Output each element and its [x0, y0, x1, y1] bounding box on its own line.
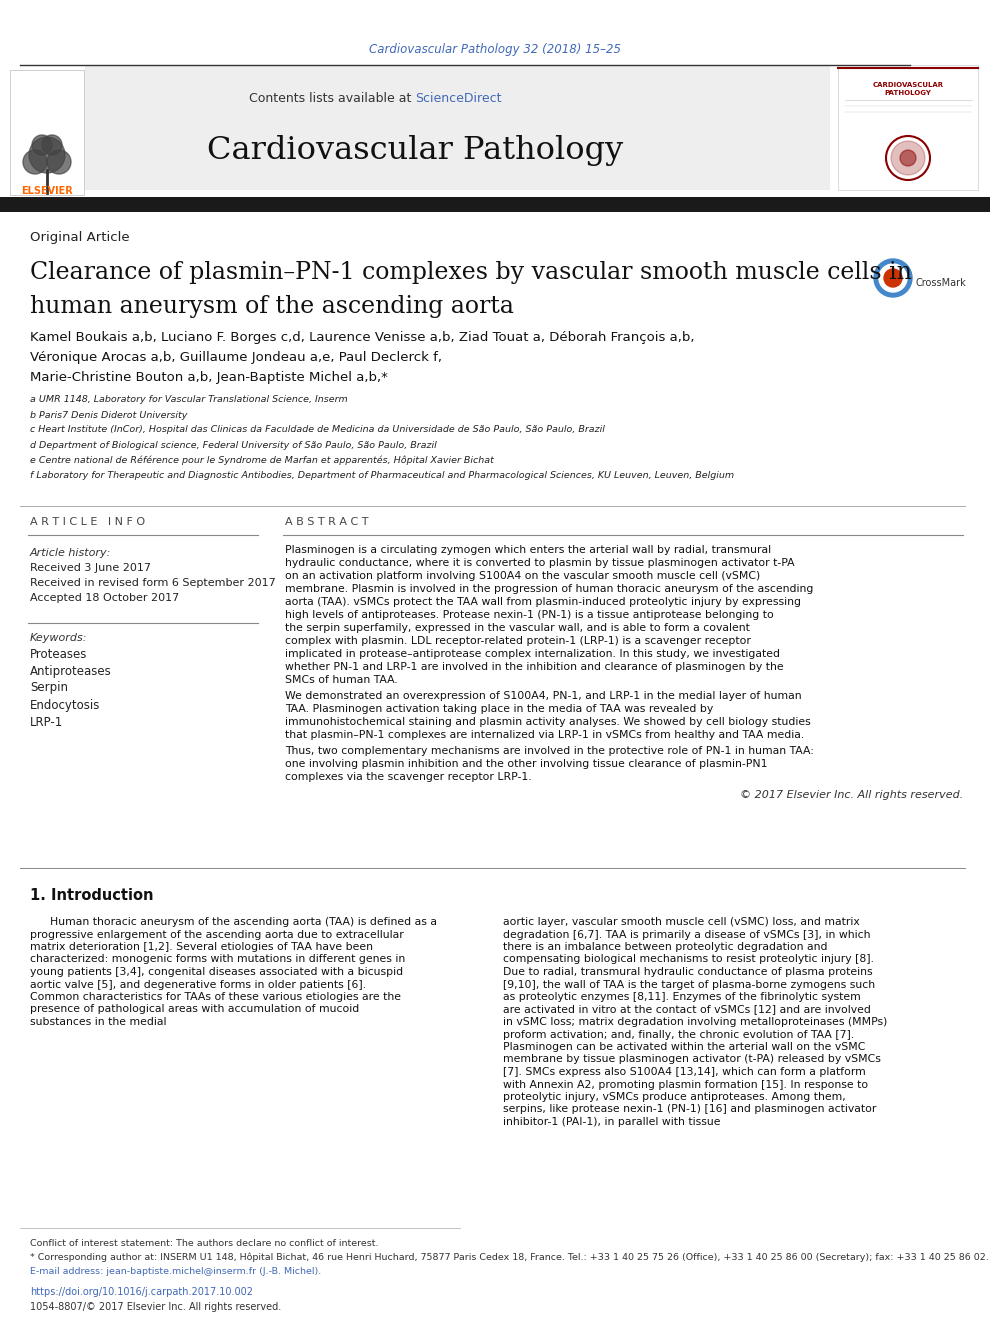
Text: proteolytic injury, vSMCs produce antiproteases. Among them,: proteolytic injury, vSMCs produce antipr… [503, 1092, 845, 1102]
Text: Endocytosis: Endocytosis [30, 698, 100, 711]
Circle shape [42, 135, 62, 154]
Text: Plasminogen can be activated within the arterial wall on the vSMC: Plasminogen can be activated within the … [503, 1041, 865, 1052]
Text: f Laboratory for Therapeutic and Diagnostic Antibodies, Department of Pharmaceut: f Laboratory for Therapeutic and Diagnos… [30, 470, 735, 479]
Circle shape [29, 137, 65, 173]
Bar [10, 70, 84, 195]
Text: Keywords:: Keywords: [30, 634, 87, 643]
Text: [9,10], the wall of TAA is the target of plasma-borne zymogens such: [9,10], the wall of TAA is the target of… [503, 979, 875, 990]
Text: on an activation platform involving S100A4 on the vascular smooth muscle cell (v: on an activation platform involving S100… [285, 572, 760, 581]
Text: a UMR 1148, Laboratory for Vascular Translational Science, Inserm: a UMR 1148, Laboratory for Vascular Tran… [30, 396, 347, 404]
Text: PATHOLOGY: PATHOLOGY [884, 90, 932, 96]
Text: proform activation; and, finally, the chronic evolution of TAA [7].: proform activation; and, finally, the ch… [503, 1030, 854, 1040]
Text: https://doi.org/10.1016/j.carpath.2017.10.002: https://doi.org/10.1016/j.carpath.2017.1… [30, 1287, 253, 1298]
Text: high levels of antiproteases. Protease nexin-1 (PN-1) is a tissue antiprotease b: high levels of antiproteases. Protease n… [285, 610, 774, 620]
Text: membrane. Plasmin is involved in the progression of human thoracic aneurysm of t: membrane. Plasmin is involved in the pro… [285, 583, 814, 594]
Text: one involving plasmin inhibition and the other involving tissue clearance of pla: one involving plasmin inhibition and the… [285, 759, 767, 770]
Text: b Paris7 Denis Diderot University: b Paris7 Denis Diderot University [30, 411, 187, 420]
Text: 1054-8807/© 2017 Elsevier Inc. All rights reserved.: 1054-8807/© 2017 Elsevier Inc. All right… [30, 1302, 281, 1312]
Text: Human thoracic aneurysm of the ascending aorta (TAA) is defined as a: Human thoracic aneurysm of the ascending… [50, 917, 437, 927]
Text: Proteases: Proteases [30, 648, 87, 660]
Text: hydraulic conductance, where it is converted to plasmin by tissue plasminogen ac: hydraulic conductance, where it is conve… [285, 558, 795, 568]
Text: ScienceDirect: ScienceDirect [415, 91, 502, 104]
Text: matrix deterioration [1,2]. Several etiologies of TAA have been: matrix deterioration [1,2]. Several etio… [30, 942, 373, 952]
Text: as proteolytic enzymes [8,11]. Enzymes of the fibrinolytic system: as proteolytic enzymes [8,11]. Enzymes o… [503, 993, 860, 1002]
Text: Accepted 18 October 2017: Accepted 18 October 2017 [30, 593, 179, 603]
Text: © 2017 Elsevier Inc. All rights reserved.: © 2017 Elsevier Inc. All rights reserved… [740, 789, 963, 800]
Text: A B S T R A C T: A B S T R A C T [285, 517, 368, 527]
Text: Cardiovascular Pathology 32 (2018) 15–25: Cardiovascular Pathology 32 (2018) 15–25 [369, 44, 621, 57]
Text: inhibitor-1 (PAI-1), in parallel with tissue: inhibitor-1 (PAI-1), in parallel with ti… [503, 1117, 721, 1127]
Text: Véronique Arocas a,b, Guillaume Jondeau a,e, Paul Declerck f,: Véronique Arocas a,b, Guillaume Jondeau … [30, 351, 442, 363]
Text: TAA. Plasminogen activation taking place in the media of TAA was revealed by: TAA. Plasminogen activation taking place… [285, 704, 713, 714]
Text: Thus, two complementary mechanisms are involved in the protective role of PN-1 i: Thus, two complementary mechanisms are i… [285, 746, 814, 756]
Text: Article history:: Article history: [30, 548, 111, 558]
Text: e Centre national de Référence pour le Syndrome de Marfan et apparentés, Hôpital: e Centre national de Référence pour le S… [30, 455, 494, 465]
Text: immunohistochemical staining and plasmin activity analyses. We showed by cell bi: immunohistochemical staining and plasmin… [285, 717, 811, 727]
Text: are activated in vitro at the contact of vSMCs [12] and are involved: are activated in vitro at the contact of… [503, 1005, 871, 1015]
Circle shape [23, 150, 47, 174]
Text: Conflict of interest statement: The authors declare no conflict of interest.: Conflict of interest statement: The auth… [30, 1238, 378, 1247]
Text: there is an imbalance between proteolytic degradation and: there is an imbalance between proteolyti… [503, 942, 828, 952]
Text: E-mail address: jean-baptiste.michel@inserm.fr (J.-B. Michel).: E-mail address: jean-baptiste.michel@ins… [30, 1267, 321, 1276]
Text: the serpin superfamily, expressed in the vascular wall, and is able to form a co: the serpin superfamily, expressed in the… [285, 623, 749, 634]
Text: Kamel Boukais a,b, Luciano F. Borges c,d, Laurence Venisse a,b, Ziad Touat a, Dé: Kamel Boukais a,b, Luciano F. Borges c,d… [30, 330, 695, 343]
Text: characterized: monogenic forms with mutations in different genes in: characterized: monogenic forms with muta… [30, 954, 405, 965]
Text: d Department of Biological science, Federal University of São Paulo, São Paulo, : d Department of Biological science, Fede… [30, 441, 437, 450]
Text: degradation [6,7]. TAA is primarily a disease of vSMCs [3], in which: degradation [6,7]. TAA is primarily a di… [503, 929, 870, 940]
Circle shape [32, 135, 52, 154]
Text: aortic valve [5], and degenerative forms in older patients [6].: aortic valve [5], and degenerative forms… [30, 979, 366, 990]
Text: Clearance of plasmin–PN-1 complexes by vascular smooth muscle cells in: Clearance of plasmin–PN-1 complexes by v… [30, 260, 912, 284]
Circle shape [879, 264, 907, 292]
Text: implicated in protease–antiprotease complex internalization. In this study, we i: implicated in protease–antiprotease comp… [285, 649, 780, 659]
Text: Serpin: Serpin [30, 681, 68, 694]
Text: Plasminogen is a circulating zymogen which enters the arterial wall by radial, t: Plasminogen is a circulating zymogen whi… [285, 545, 771, 554]
Bar [85, 65, 830, 190]
Text: SMCs of human TAA.: SMCs of human TAA. [285, 675, 398, 685]
Text: with Annexin A2, promoting plasmin formation [15]. In response to: with Annexin A2, promoting plasmin forma… [503, 1080, 868, 1089]
Circle shape [874, 259, 912, 297]
Text: aorta (TAA). vSMCs protect the TAA wall from plasmin-induced proteolytic injury : aorta (TAA). vSMCs protect the TAA wall … [285, 597, 801, 607]
Text: Original Article: Original Article [30, 231, 130, 243]
Text: 1. Introduction: 1. Introduction [30, 887, 153, 903]
Text: Common characteristics for TAAs of these various etiologies are the: Common characteristics for TAAs of these… [30, 993, 401, 1002]
Text: whether PN-1 and LRP-1 are involved in the inhibition and clearance of plasminog: whether PN-1 and LRP-1 are involved in t… [285, 663, 784, 672]
Text: Received in revised form 6 September 2017: Received in revised form 6 September 201… [30, 578, 276, 587]
Text: LRP-1: LRP-1 [30, 715, 63, 729]
Circle shape [884, 269, 902, 286]
Text: Due to radial, transmural hydraulic conductance of plasma proteins: Due to radial, transmural hydraulic cond… [503, 968, 872, 977]
Bar [0, 197, 990, 213]
Text: human aneurysm of the ascending aorta: human aneurysm of the ascending aorta [30, 296, 514, 318]
Text: in vSMC loss; matrix degradation involving metalloproteinases (MMPs): in vSMC loss; matrix degradation involvi… [503, 1016, 887, 1027]
Text: c Heart Institute (InCor), Hospital das Clinicas da Faculdade de Medicina da Uni: c Heart Institute (InCor), Hospital das … [30, 425, 605, 434]
Text: complexes via the scavenger receptor LRP-1.: complexes via the scavenger receptor LRP… [285, 772, 532, 781]
Text: substances in the medial: substances in the medial [30, 1016, 166, 1027]
Text: Cardiovascular Pathology: Cardiovascular Pathology [207, 135, 623, 165]
Text: ELSEVIER: ELSEVIER [21, 186, 73, 195]
Text: A R T I C L E   I N F O: A R T I C L E I N F O [30, 517, 146, 527]
Text: membrane by tissue plasminogen activator (t-PA) released by vSMCs: membrane by tissue plasminogen activator… [503, 1055, 881, 1064]
Text: Contents lists available at: Contents lists available at [248, 91, 415, 104]
Text: CrossMark: CrossMark [916, 279, 967, 288]
Text: presence of pathological areas with accumulation of mucoid: presence of pathological areas with accu… [30, 1005, 359, 1015]
Circle shape [47, 150, 71, 174]
Text: Antiproteases: Antiproteases [30, 664, 112, 677]
Text: complex with plasmin. LDL receptor-related protein-1 (LRP-1) is a scavenger rece: complex with plasmin. LDL receptor-relat… [285, 636, 750, 645]
Text: aortic layer, vascular smooth muscle cell (vSMC) loss, and matrix: aortic layer, vascular smooth muscle cel… [503, 917, 859, 927]
Text: young patients [3,4], congenital diseases associated with a bicuspid: young patients [3,4], congenital disease… [30, 968, 403, 977]
Text: progressive enlargement of the ascending aorta due to extracellular: progressive enlargement of the ascending… [30, 929, 404, 940]
Text: compensating biological mechanisms to resist proteolytic injury [8].: compensating biological mechanisms to re… [503, 954, 874, 965]
Text: Received 3 June 2017: Received 3 June 2017 [30, 564, 151, 573]
Text: serpins, like protease nexin-1 (PN-1) [16] and plasminogen activator: serpins, like protease nexin-1 (PN-1) [1… [503, 1105, 876, 1114]
Circle shape [891, 141, 925, 176]
Text: CARDIOVASCULAR: CARDIOVASCULAR [872, 82, 943, 88]
Circle shape [900, 150, 916, 166]
Text: * Corresponding author at: INSERM U1 148, Hôpital Bichat, 46 rue Henri Huchard, : * Corresponding author at: INSERM U1 148… [30, 1253, 989, 1262]
Text: [7]. SMCs express also S100A4 [13,14], which can form a platform: [7]. SMCs express also S100A4 [13,14], w… [503, 1067, 865, 1077]
Text: We demonstrated an overexpression of S100A4, PN-1, and LRP-1 in the medial layer: We demonstrated an overexpression of S10… [285, 690, 802, 701]
Text: Marie-Christine Bouton a,b, Jean-Baptiste Michel a,b,*: Marie-Christine Bouton a,b, Jean-Baptist… [30, 371, 388, 384]
Bar [838, 65, 978, 190]
Text: that plasmin–PN-1 complexes are internalized via LRP-1 in vSMCs from healthy and: that plasmin–PN-1 complexes are internal… [285, 730, 804, 741]
